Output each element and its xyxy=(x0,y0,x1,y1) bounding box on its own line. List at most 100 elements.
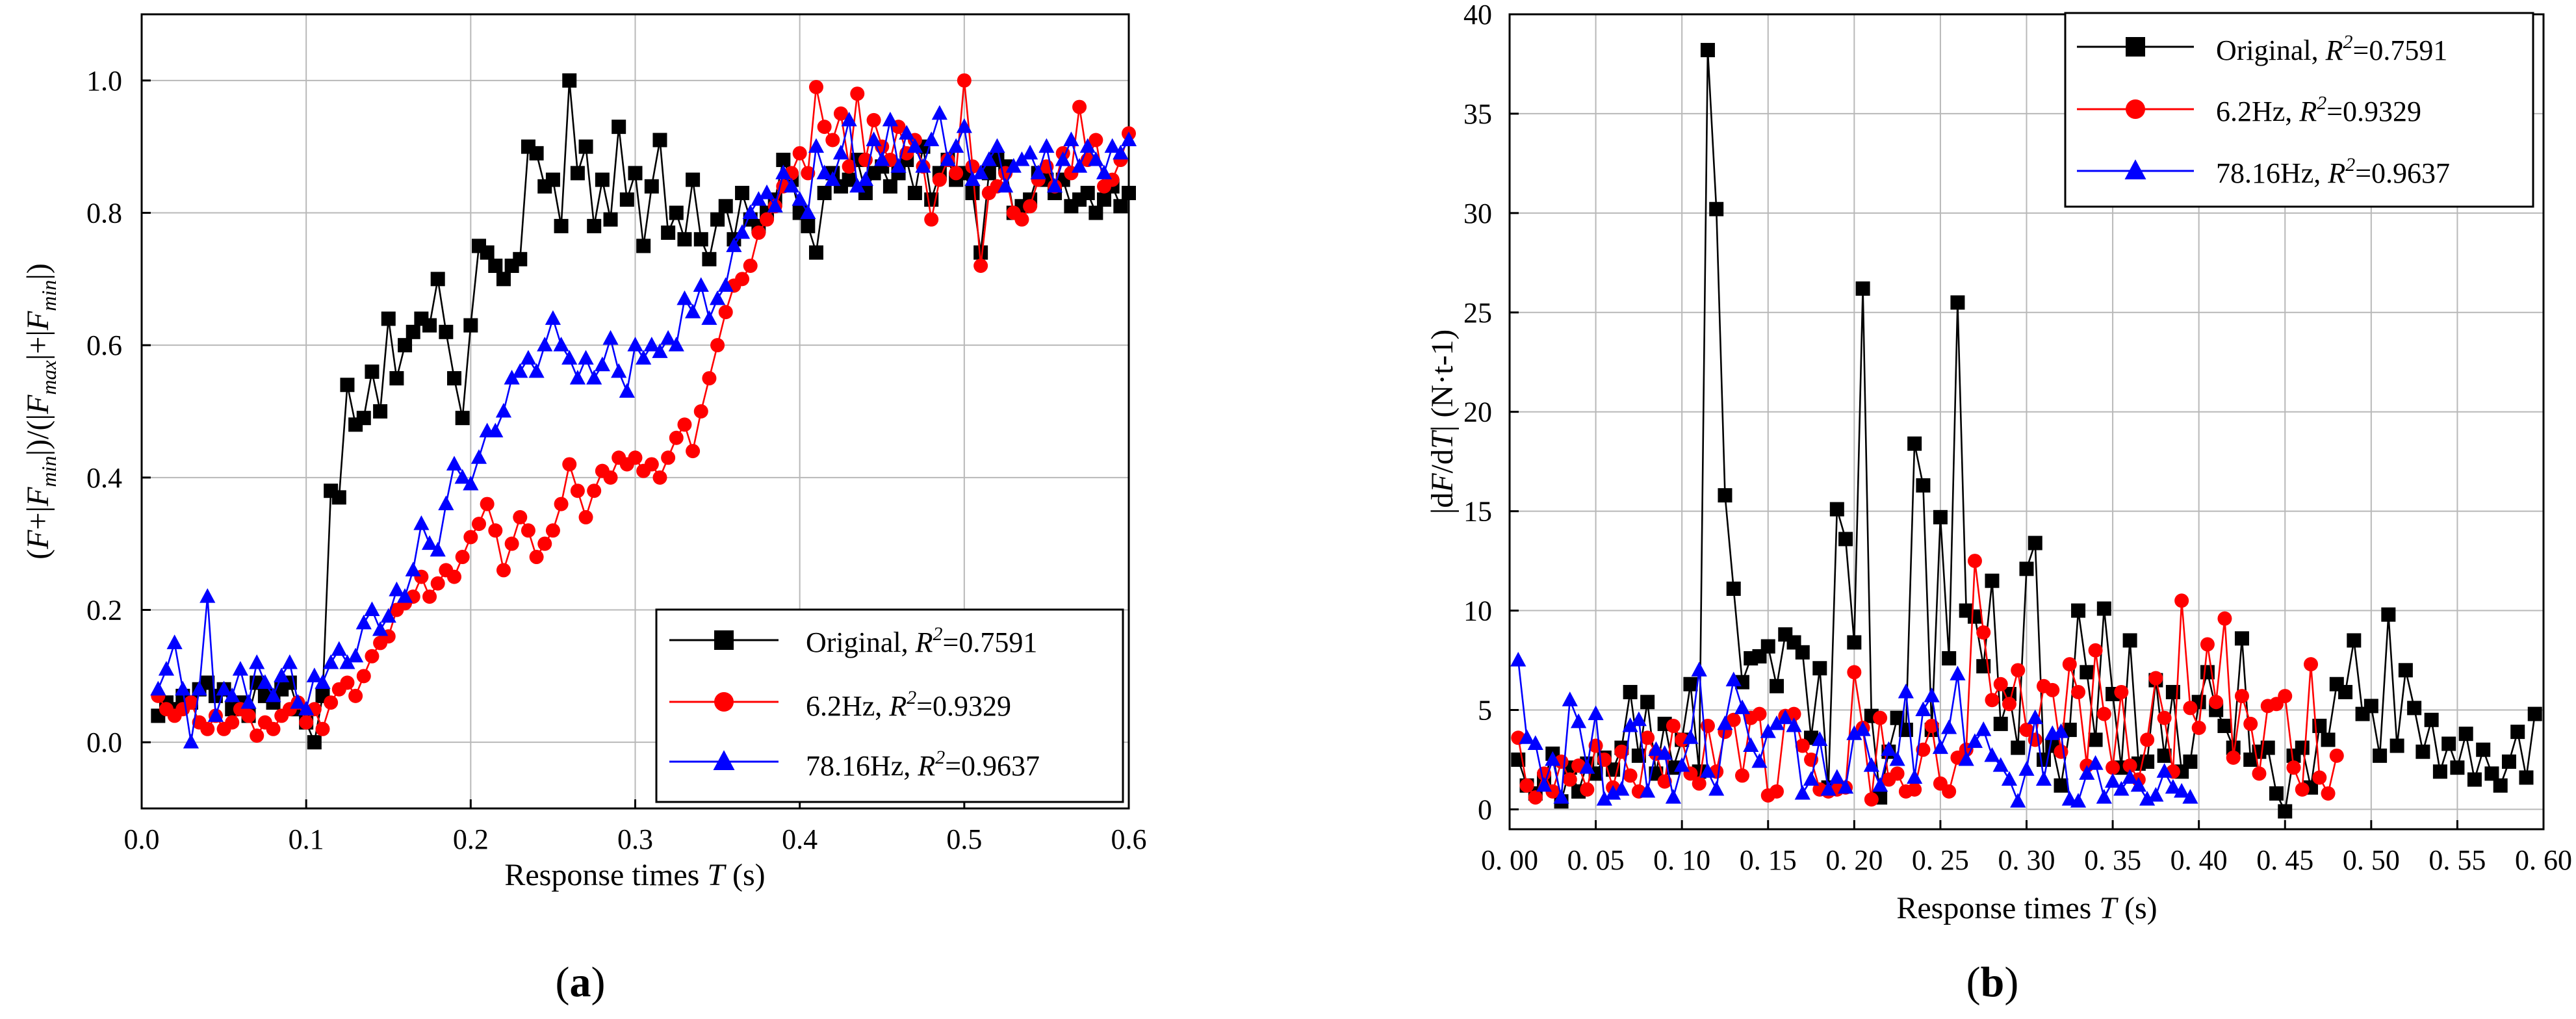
chart-a-series-78-16hz-point xyxy=(348,647,364,663)
chart-a-series-78-16hz-point xyxy=(463,475,479,491)
chart-a-xtick-label: 0.6 xyxy=(1111,823,1147,855)
chart-a-series-original-point xyxy=(612,120,626,135)
chart-b-series-78-16hz-point xyxy=(2087,755,2104,770)
chart-a-series-6-2hz-point xyxy=(430,576,445,591)
chart-a-series-6-2hz-point xyxy=(628,450,643,465)
chart-b-series-78-16hz-point xyxy=(2130,777,2146,792)
chart-a-series-6-2hz-point xyxy=(833,106,848,121)
chart-b-series-78-16hz-point xyxy=(1786,717,1802,732)
chart-a-series-original-point xyxy=(595,172,610,187)
chart-b-series-78-16hz-point xyxy=(1846,725,1862,740)
chart-a-series-78-16hz-point xyxy=(331,641,347,656)
chart-b-series-original-point xyxy=(2028,535,2042,550)
chart-a-series-6-2hz-point xyxy=(677,417,692,432)
chart-a-series-6-2hz-point xyxy=(578,510,593,524)
chart-b-series-78-16hz-point xyxy=(1570,713,1587,729)
chart-a-legend-marker-78-16hz xyxy=(713,750,735,770)
chart-a-series-78-16hz-point xyxy=(1120,131,1137,146)
chart-b-series-6-2hz-point xyxy=(1847,665,1862,680)
chart-a-series-78-16hz-point xyxy=(537,337,553,352)
chart-b-series-6-2hz-point xyxy=(2174,593,2189,608)
chart-a-series-6-2hz-point xyxy=(496,563,511,578)
chart-b-series-78-16hz-point xyxy=(1743,737,1759,753)
chart-b-series-original-point xyxy=(1993,716,2008,731)
chart-a-series-78-16hz-point xyxy=(866,131,882,146)
chart-a-legend-marker-original xyxy=(714,630,734,650)
chart-a-series-original-point xyxy=(340,378,355,393)
chart-b-series-6-2hz-point xyxy=(2304,657,2319,672)
chart-a-legend-marker-6-2hz xyxy=(714,692,734,712)
chart-b-series-78-16hz-point xyxy=(2113,780,2130,796)
chart-a-series-78-16hz-point xyxy=(758,184,775,200)
chart-a-series-original-point xyxy=(381,311,396,326)
chart-a-series-6-2hz-point xyxy=(587,484,602,498)
chart-b-series-original-point xyxy=(2424,712,2439,727)
chart-b-series-6-2hz-point xyxy=(1623,768,1638,783)
chart-a-series-78-16hz-point xyxy=(290,694,306,709)
chart-a-series-78-16hz-point xyxy=(166,634,183,649)
chart-b-series-original-point xyxy=(2450,760,2465,775)
chart-a-series-78-16hz-point xyxy=(1038,138,1055,153)
chart-b-series-78-16hz-point xyxy=(1794,784,1810,800)
chart-b-series-78-16hz-point xyxy=(2035,771,2052,786)
chart-a-series xyxy=(150,73,1137,750)
chart-a-legend-label-6-2hz: 6.2Hz, R2=0.9329 xyxy=(806,687,1011,722)
chart-b-series-78-16hz-point xyxy=(1829,769,1845,784)
chart-b-series-original-point xyxy=(2234,631,2249,646)
chart-b-series-original-point xyxy=(1890,710,1905,725)
chart-b-series-6-2hz-point xyxy=(2054,744,2068,759)
chart-b-series-original-point xyxy=(1933,510,1948,524)
chart-a-series-original-point xyxy=(710,212,725,227)
chart-a-series-6-2hz-point xyxy=(850,86,865,101)
chart-b-series-6-2hz-point xyxy=(1770,784,1784,799)
chart-b-series-78-16hz-point xyxy=(1605,784,1621,800)
chart-b-series-6-2hz-point xyxy=(2226,750,2241,765)
chart-a-series-original-point xyxy=(389,371,404,386)
chart-b-series-78-16hz-point xyxy=(2174,782,2190,798)
chart-b-series-78-16hz-point xyxy=(2053,723,2069,738)
chart-a-series-78-16hz xyxy=(150,105,1137,749)
chart-a-series-78-16hz-point xyxy=(981,151,997,166)
chart-a-series-78-16hz-point xyxy=(265,687,281,703)
chart-a-series-78-16hz-point xyxy=(643,337,660,352)
chart-b-series-original-point xyxy=(1967,609,1982,624)
chart-a-series-78-16hz-point xyxy=(274,667,290,682)
chart-a-series-6-2hz-point xyxy=(652,470,667,485)
chart-a-series-6-2hz-point xyxy=(554,497,569,511)
chart-b-ytick-label: 30 xyxy=(1463,198,1492,229)
chart-a-series-6-2hz-point xyxy=(603,470,618,485)
chart-a-ytick-label: 0.2 xyxy=(86,595,122,626)
chart-a-series-6-2hz-point xyxy=(1072,99,1087,114)
chart-a-series-78-16hz-point xyxy=(874,151,890,166)
chart-b-series-78-16hz-point xyxy=(1708,780,1725,796)
chart-a-series-78-16hz-point xyxy=(709,290,726,305)
chart-b-series-78-16hz-point xyxy=(1889,751,1905,766)
chart-b-series-original-point xyxy=(1683,677,1698,691)
chart-b-series-78-16hz-point xyxy=(2010,793,2026,808)
chart-a-series-78-16hz-point xyxy=(470,449,487,464)
chart-b-series-original-point xyxy=(2363,699,2378,714)
chart-a-series-original-point xyxy=(331,490,346,505)
chart-b-series-78-16hz-point xyxy=(1553,789,1569,804)
chart-b-series-6-2hz-point xyxy=(2019,723,2034,738)
chart-a-series-original-point xyxy=(882,179,897,194)
chart-a-series-78-16hz-point xyxy=(652,343,668,358)
chart-b-series-78-16hz-point xyxy=(1717,715,1733,730)
chart-b-series-78-16hz-point xyxy=(1510,651,1526,667)
chart-a-series-6-2hz-point xyxy=(817,120,832,135)
chart-a-series-6-2hz-point xyxy=(751,226,766,240)
chart-a-series-78-16hz-point xyxy=(323,654,339,669)
chart-a-series-original-point xyxy=(578,139,593,154)
chart-a-series-78-16hz-point xyxy=(676,290,693,305)
chart-b-series-6-2hz-point xyxy=(2148,671,2163,686)
chart-a-series-78-16hz-point xyxy=(389,581,405,597)
chart-a-series-original-point xyxy=(801,218,816,233)
chart-a-xtick-label: 0.0 xyxy=(124,823,160,855)
chart-a-series-original-point xyxy=(661,226,676,240)
chart-a-series-6-2hz-point xyxy=(686,444,701,459)
chart-a-series-78-16hz-point xyxy=(767,198,783,213)
chart-a-series-78-16hz-point xyxy=(240,694,257,709)
chart-a-series-78-16hz-point xyxy=(948,138,964,153)
chart-b-series-78-16hz-point xyxy=(1992,757,2009,772)
chart-a-series-original-point xyxy=(907,185,922,200)
